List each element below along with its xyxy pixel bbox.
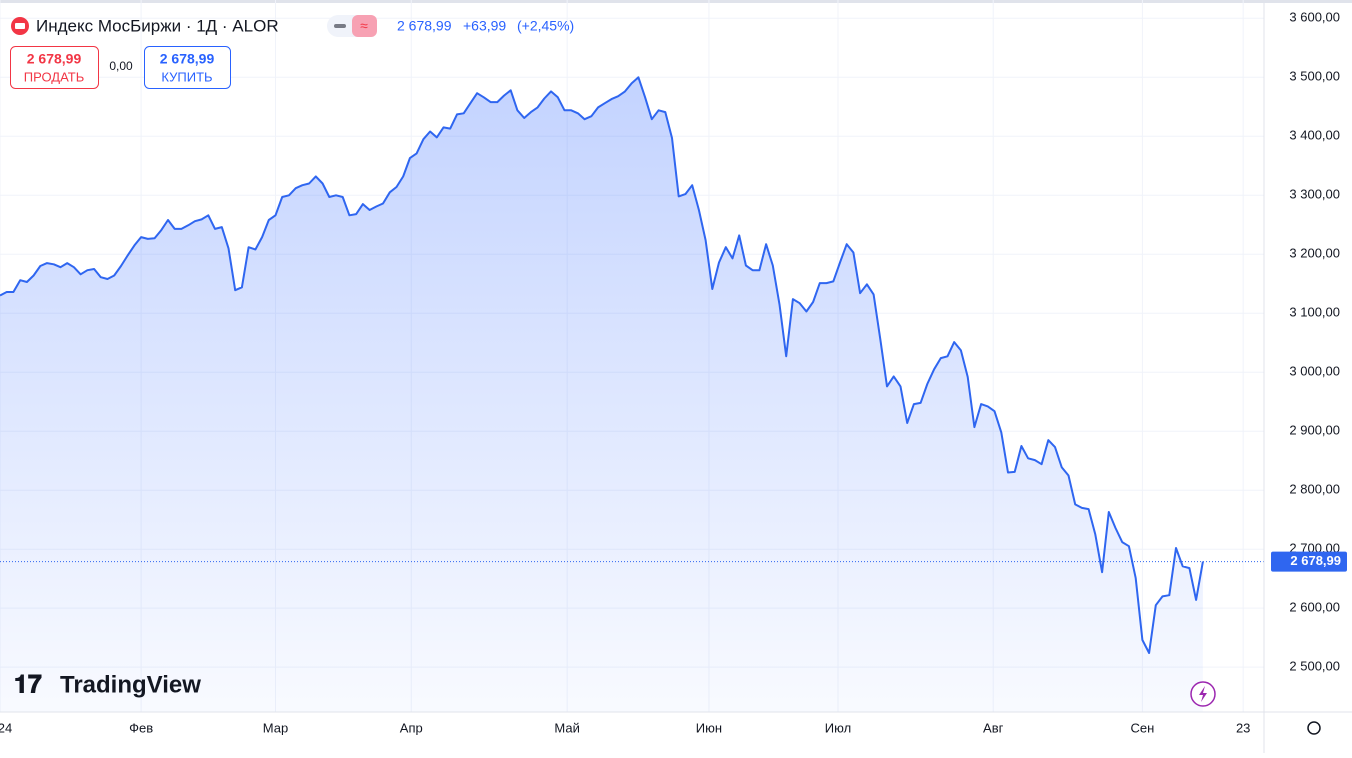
x-tick-label: 23 [1236,720,1250,735]
price-line [0,76,1204,654]
pill-icon [334,24,346,28]
y-tick-label: 2 800,00 [1289,482,1340,497]
buy-price: 2 678,99 [160,51,215,67]
y-tick-label: 3 100,00 [1289,305,1340,320]
price: 2 678,99 [397,18,452,34]
axes: 2 500,002 600,002 700,002 800,002 900,00… [0,10,1347,735]
x-tick-label: 24 [0,720,12,735]
last-price-badge [1271,551,1347,572]
pill-icon [352,15,377,37]
sell-price: 2 678,99 [27,51,82,67]
logo: TradingView [60,671,201,698]
y-tick-label: 3 200,00 [1289,246,1340,261]
sell-label: ПРОДАТЬ [24,69,85,84]
settings-button[interactable] [1307,721,1321,735]
x-tick-label: Май [554,720,579,735]
area-fill [0,77,1203,713]
x-tick-label: Июл [825,720,851,735]
y-tick-label: 3 600,00 [1289,10,1340,25]
symbol-title[interactable]: Индекс МосБиржи · 1Д · ALOR [36,16,279,35]
last-price-label: 2 678,99 [1290,553,1341,568]
x-tick-label: Фев [129,720,153,735]
symbol-icon-inner [15,23,25,29]
y-tick-label: 2 900,00 [1289,423,1340,438]
y-tick-label: 2 500,00 [1289,659,1340,674]
change-pct: (+2,45%) [517,18,574,34]
buy-button[interactable] [144,46,231,89]
spread: 0,00 [109,59,133,73]
lightning-icon [1199,686,1207,702]
x-tick-label: Июн [696,720,722,735]
top-border [0,0,1352,3]
y-tick-label: 3 500,00 [1289,69,1340,84]
y-tick-label: 3 400,00 [1289,128,1340,143]
y-tick-label: 3 000,00 [1289,364,1340,379]
logo-mark: 𝟏𝟕 [14,671,42,699]
x-tick-label: Сен [1130,720,1154,735]
plot [0,76,1264,713]
y-tick-label: 3 300,00 [1289,187,1340,202]
x-tick-label: Апр [400,720,423,735]
sell-button[interactable] [10,46,99,89]
x-tick-label: Мар [263,720,288,735]
buy-label: КУПИТЬ [161,69,212,84]
change: +63,99 [463,18,506,34]
x-tick-label: Авг [983,720,1004,735]
y-tick-label: 2 600,00 [1289,600,1340,615]
pill-symbol: ≈ [360,18,368,34]
